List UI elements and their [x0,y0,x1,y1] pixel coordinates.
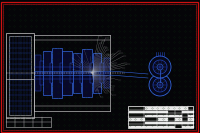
Bar [80,63,84,83]
Bar [73,53,81,93]
Bar [62,51,72,95]
Bar [50,63,54,83]
Circle shape [149,56,171,78]
Bar [43,51,51,95]
Circle shape [149,74,171,96]
Bar [6,33,34,118]
Bar [6,117,51,127]
Bar [52,48,62,98]
Bar [128,106,193,128]
Circle shape [157,64,163,70]
Circle shape [157,82,163,88]
Bar [100,63,104,83]
Bar [82,49,92,97]
Circle shape [153,78,167,92]
Circle shape [153,60,167,74]
Bar [60,63,64,83]
Bar [9,36,31,115]
Bar [35,55,41,91]
Bar [40,61,44,85]
Bar [104,58,110,88]
Bar [93,53,101,93]
Bar [90,63,94,83]
Bar [70,63,74,83]
